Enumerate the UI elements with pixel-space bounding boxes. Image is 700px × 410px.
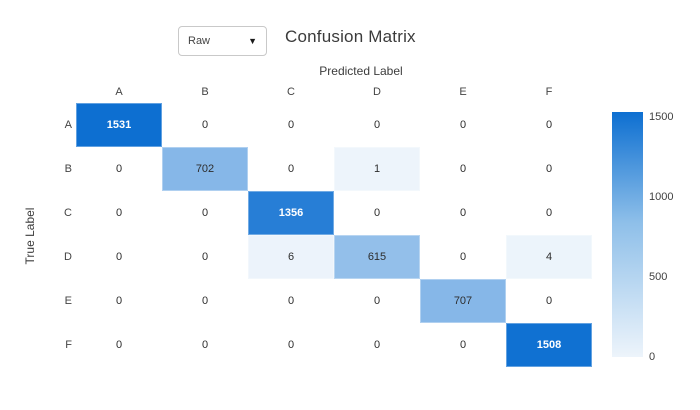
matrix-cell: 1508 [506,323,592,367]
x-tick-label: D [373,86,381,98]
colorbar [612,112,643,357]
matrix-cell: 0 [76,279,162,323]
x-tick-label: A [115,86,123,98]
metric-mode-dropdown[interactable]: Raw ▼ [178,26,267,56]
matrix-cell: 0 [162,103,248,147]
y-tick-label: B [64,163,72,175]
matrix-cell: 6 [248,235,334,279]
matrix-cell: 1531 [76,103,162,147]
matrix-cell: 0 [248,147,334,191]
y-tick-label: C [64,207,72,219]
matrix-cell: 0 [420,235,506,279]
matrix-cell: 0 [248,279,334,323]
matrix-cell: 0 [420,191,506,235]
y-tick-label: F [65,339,72,351]
matrix-cell: 0 [162,279,248,323]
y-tick-label: A [64,119,72,131]
chevron-down-icon: ▼ [248,35,257,46]
colorbar-tick-label: 500 [649,270,668,283]
y-tick-label: D [64,251,72,263]
colorbar-tick-label: 0 [649,351,656,363]
matrix-cell: 0 [506,279,592,323]
matrix-cell: 0 [420,103,506,147]
x-tick-label: B [201,86,209,98]
matrix-cell: 0 [506,147,592,191]
x-tick-label: C [287,86,295,98]
matrix-cell: 0 [162,191,248,235]
matrix-cell: 615 [334,235,420,279]
matrix-cell: 0 [248,103,334,147]
matrix-cell: 0 [334,103,420,147]
matrix-cell: 0 [506,103,592,147]
matrix-cell: 0 [76,235,162,279]
page-title: Confusion Matrix [285,27,416,46]
y-axis-title: True Label [23,207,37,265]
matrix-cell: 702 [162,147,248,191]
matrix-cell: 0 [76,191,162,235]
matrix-cell: 0 [162,323,248,367]
matrix-cell: 0 [334,191,420,235]
matrix-cell: 0 [334,323,420,367]
matrix-cell: 1 [334,147,420,191]
matrix-cell: 1356 [248,191,334,235]
matrix-cell: 0 [76,147,162,191]
matrix-cell: 0 [248,323,334,367]
matrix-cell: 0 [420,323,506,367]
colorbar-tick-label: 1500 [649,110,674,123]
colorbar-tick-label: 1000 [649,190,674,203]
matrix-cell: 0 [76,323,162,367]
metric-mode-dropdown-value: Raw [188,35,211,47]
matrix-cell: 0 [334,279,420,323]
y-tick-label: E [64,295,72,307]
x-axis-title: Predicted Label [319,64,403,78]
matrix-cell: 0 [420,147,506,191]
matrix-cell: 4 [506,235,592,279]
matrix-cell: 707 [420,279,506,323]
matrix-cell: 0 [506,191,592,235]
x-tick-label: F [545,86,553,98]
matrix-cell: 0 [162,235,248,279]
x-tick-label: E [459,86,467,98]
